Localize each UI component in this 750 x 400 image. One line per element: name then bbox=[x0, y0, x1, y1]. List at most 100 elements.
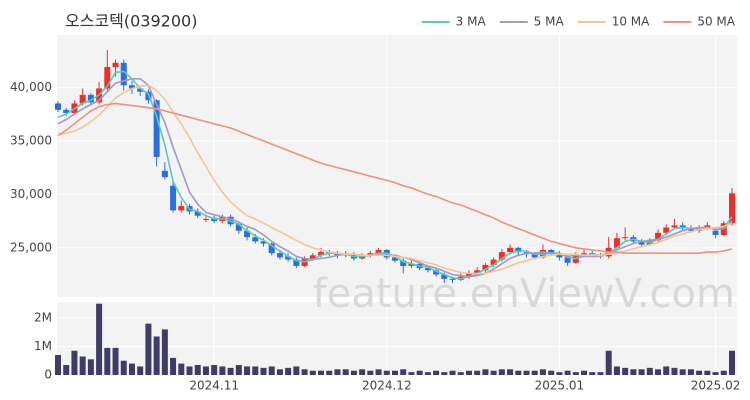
candle-body bbox=[581, 253, 588, 255]
y-tick-label: 2M bbox=[34, 310, 52, 324]
candle-body bbox=[638, 241, 645, 245]
candle-body bbox=[687, 228, 694, 231]
candle-body bbox=[55, 103, 61, 110]
volume-bar bbox=[219, 366, 226, 375]
volume-bar bbox=[120, 360, 127, 375]
candle-body bbox=[128, 85, 135, 89]
candle-body bbox=[309, 255, 316, 259]
candle-body bbox=[375, 249, 382, 254]
candle-body bbox=[515, 247, 522, 253]
volume-bar bbox=[145, 323, 152, 375]
volume-bar bbox=[326, 370, 333, 375]
volume-bar bbox=[342, 369, 349, 375]
candle-body bbox=[613, 238, 620, 248]
candle-body bbox=[79, 94, 86, 104]
volume-bar bbox=[498, 369, 505, 375]
volume-bar bbox=[441, 372, 448, 375]
volume-bar bbox=[128, 363, 135, 375]
candle-body bbox=[260, 241, 267, 244]
volume-bar bbox=[400, 369, 407, 375]
volume-bar bbox=[729, 350, 735, 375]
volume-bar bbox=[301, 369, 308, 375]
candle-body bbox=[244, 230, 251, 238]
volume-bar bbox=[293, 366, 300, 375]
y-tick-label: 1M bbox=[34, 339, 52, 353]
volume-bar bbox=[572, 372, 579, 375]
candle-body bbox=[194, 211, 201, 216]
candle-body bbox=[408, 263, 415, 266]
volume-bar bbox=[515, 370, 522, 375]
legend-label: 3 MA bbox=[456, 15, 487, 29]
volume-bar bbox=[252, 366, 259, 375]
y-tick-label: 30,000 bbox=[10, 187, 52, 201]
volume-bar bbox=[367, 370, 374, 375]
candle-body bbox=[507, 247, 514, 253]
volume-bar bbox=[235, 365, 242, 375]
volume-bar bbox=[359, 369, 366, 375]
volume-bar bbox=[704, 370, 711, 375]
volume-bar bbox=[687, 369, 694, 375]
candle-body bbox=[285, 256, 292, 260]
volume-bar bbox=[285, 367, 292, 375]
volume-bar bbox=[87, 359, 94, 375]
volume-bar bbox=[334, 369, 341, 375]
volume-bar bbox=[63, 365, 70, 375]
x-tick-label: 2024.12 bbox=[362, 379, 412, 393]
volume-bar bbox=[71, 350, 78, 375]
candle-body bbox=[441, 274, 448, 279]
volume-bar bbox=[137, 366, 144, 375]
volume-bar bbox=[646, 367, 653, 375]
volume-bar bbox=[96, 303, 103, 375]
candle-body bbox=[556, 253, 563, 258]
volume-bar bbox=[507, 369, 514, 375]
candle-body bbox=[400, 260, 407, 266]
volume-bar bbox=[153, 336, 160, 375]
candle-body bbox=[531, 254, 538, 258]
candle-body bbox=[490, 259, 497, 265]
volume-bar bbox=[408, 372, 415, 375]
candle-body bbox=[564, 257, 571, 263]
candle-body bbox=[268, 243, 275, 254]
volume-bar bbox=[679, 369, 686, 375]
volume-bar bbox=[318, 370, 325, 375]
ma-line bbox=[57, 78, 733, 278]
volume-bar bbox=[712, 372, 719, 375]
candle-body bbox=[712, 230, 719, 235]
candle-body bbox=[63, 109, 70, 114]
candle-body bbox=[663, 227, 670, 233]
volume-bar bbox=[186, 366, 193, 375]
volume-bar bbox=[523, 370, 530, 375]
volume-bar bbox=[482, 369, 489, 375]
ma-line bbox=[57, 102, 733, 254]
candle-body bbox=[161, 170, 168, 178]
volume-bar bbox=[268, 366, 275, 375]
volume-bar bbox=[309, 370, 316, 375]
candle-body bbox=[334, 253, 341, 256]
volume-bar bbox=[457, 372, 464, 375]
volume-bar bbox=[202, 366, 209, 375]
volume-bar bbox=[613, 366, 620, 375]
candle-body bbox=[622, 237, 629, 239]
volume-bar bbox=[433, 370, 440, 375]
legend-label: 10 MA bbox=[612, 15, 650, 29]
candle-body bbox=[276, 253, 283, 258]
candle-body bbox=[202, 218, 209, 221]
candle-body bbox=[252, 237, 259, 242]
volume-bar bbox=[465, 370, 472, 375]
volume-bar bbox=[655, 369, 662, 375]
y-tick-label: 25,000 bbox=[10, 240, 52, 254]
volume-bar bbox=[720, 370, 727, 375]
candle-body bbox=[392, 257, 398, 261]
candle-body bbox=[112, 62, 119, 68]
candle-body bbox=[87, 94, 94, 103]
volume-bar bbox=[392, 370, 398, 375]
volume-bar bbox=[227, 367, 234, 375]
volume-bar bbox=[178, 363, 185, 375]
candle-body bbox=[120, 62, 127, 86]
volume-bar bbox=[548, 370, 555, 375]
volume-bar bbox=[79, 356, 86, 375]
candle-body bbox=[318, 252, 325, 256]
volume-bar bbox=[564, 370, 571, 375]
volume-bar bbox=[161, 329, 168, 375]
